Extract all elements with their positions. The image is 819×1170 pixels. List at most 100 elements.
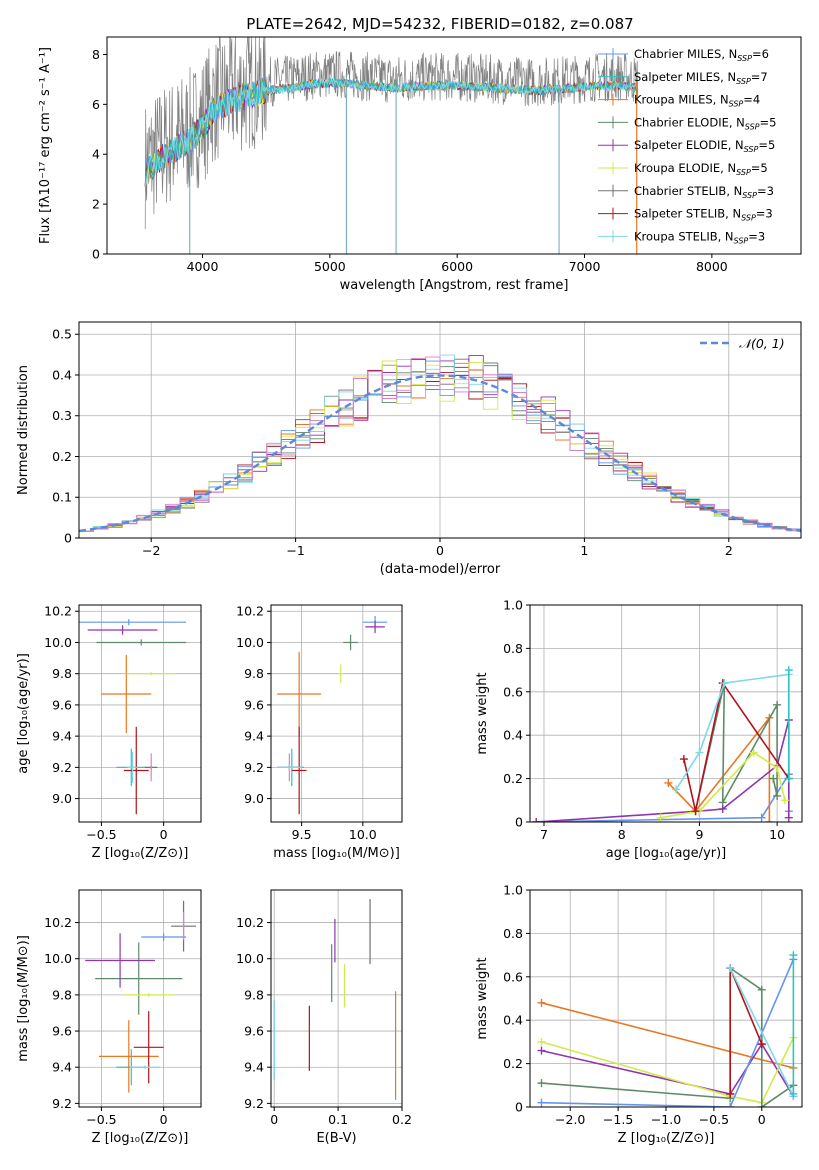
weight-point xyxy=(718,804,727,813)
x-tick-label: 7 xyxy=(540,827,548,842)
y-tick-label: 0.3 xyxy=(52,408,72,423)
y-tick-label: 10.0 xyxy=(44,951,72,966)
y-axis-label: mass [log₁₀(M/M⊙)] xyxy=(16,935,31,1062)
y-tick-label: 8 xyxy=(92,47,100,62)
y-tick-label: 9.4 xyxy=(52,729,72,744)
y-tick-label: 9.8 xyxy=(52,987,72,1002)
y-tick-label: 0.1 xyxy=(52,490,72,505)
weight-series xyxy=(541,1037,795,1104)
y-tick-label: 9.8 xyxy=(244,987,264,1002)
y-tick-label: 10.0 xyxy=(236,635,264,650)
age-vs-mass-plot-area xyxy=(277,615,388,815)
weight-series xyxy=(675,673,789,790)
x-tick-label: −1.5 xyxy=(603,1112,633,1127)
model-spectrum xyxy=(144,77,638,187)
x-tick-label: 5000 xyxy=(314,259,346,274)
y-tick-label: 10.0 xyxy=(236,951,264,966)
y-axis-label: Flux [fλ10⁻¹⁷ erg cm⁻² s⁻¹ A⁻¹] xyxy=(38,47,53,244)
age-vs-Z-plot-area xyxy=(79,619,187,815)
x-tick-label: 9 xyxy=(695,827,703,842)
weight-point xyxy=(773,700,782,709)
weight-point xyxy=(773,791,782,800)
weight-point xyxy=(695,748,704,757)
y-tick-label: 1.0 xyxy=(503,883,523,898)
y-tick-label: 0.4 xyxy=(503,728,523,743)
legend-entry: Salpeter MILES, NSSP=7 xyxy=(634,70,768,86)
x-axis-label: Z [log₁₀(Z/Z⊙)] xyxy=(92,846,189,861)
y-tick-label: 9.8 xyxy=(244,666,264,681)
data-point xyxy=(95,942,183,1015)
y-tick-label: 9.6 xyxy=(52,697,72,712)
y-tick-label: 4 xyxy=(92,147,100,162)
y-tick-label: 0.6 xyxy=(503,969,523,984)
weight-series xyxy=(541,1042,795,1097)
x-tick-label: 8000 xyxy=(696,259,728,274)
weight-point xyxy=(537,1037,546,1046)
y-tick-label: 0.4 xyxy=(52,367,72,382)
weight-series xyxy=(541,966,794,1107)
x-tick-label: −2 xyxy=(142,543,160,558)
data-point xyxy=(87,625,158,635)
data-point xyxy=(130,1065,160,1070)
y-tick-label: 0.6 xyxy=(503,684,523,699)
data-point xyxy=(171,900,197,952)
weight-point xyxy=(749,748,758,757)
data-point xyxy=(133,1011,164,1084)
axes-frame xyxy=(270,889,403,1108)
weight-point xyxy=(691,807,700,816)
residual-histogram-series xyxy=(79,356,801,532)
legend-entry: Salpeter STELIB, NSSP=3 xyxy=(634,207,773,223)
x-tick-label: −1 xyxy=(286,543,304,558)
y-axis-label: mass weight xyxy=(475,957,490,1039)
x-tick-label: 10.0 xyxy=(349,827,377,842)
y-tick-label: 10.2 xyxy=(44,915,72,930)
weight-point xyxy=(537,1098,546,1107)
data-point xyxy=(277,651,322,737)
y-axis-label: mass weight xyxy=(475,672,490,754)
observed-spectrum xyxy=(144,37,639,230)
y-tick-label: 10.2 xyxy=(44,604,72,619)
y-tick-label: 0.2 xyxy=(503,1056,523,1071)
weight-point xyxy=(784,774,793,783)
x-axis-label: Z [log₁₀(Z/Z⊙)] xyxy=(92,1131,189,1146)
mass-vs-EBV-plot-area xyxy=(273,899,397,1100)
weight-point xyxy=(672,785,681,794)
weight-point xyxy=(720,679,729,688)
y-tick-label: 9.2 xyxy=(244,1096,264,1111)
data-point xyxy=(343,634,358,651)
weight-series xyxy=(729,967,795,1097)
x-tick-label: 1 xyxy=(580,543,588,558)
y-tick-label: 9.2 xyxy=(52,760,72,775)
chart-title: PLATE=2642, MJD=54232, FIBERID=0182, z=0… xyxy=(246,15,633,33)
mass-weight-vs-Z-panel: −2.0 −1.5 −1.0 −0.5 0 0 0.2 0.4 0.6 0.8 1.0 Z [log₁… xyxy=(475,883,803,1146)
axes-frame xyxy=(529,604,803,823)
x-axis-label: mass [log₁₀(M/M⊙)] xyxy=(273,846,400,861)
weight-point xyxy=(757,813,766,822)
y-tick-label: 10.2 xyxy=(236,604,264,619)
weight-series xyxy=(541,959,795,1107)
x-tick-label: 9.5 xyxy=(292,827,312,842)
x-axis-label: E(B-V) xyxy=(316,1131,356,1146)
y-tick-label: 9.6 xyxy=(244,1024,264,1039)
legend-entry: 𝒩(0, 1) xyxy=(739,336,785,351)
x-tick-label: 2 xyxy=(725,543,733,558)
mass-vs-Z-panel: −0.5 0 9.2 9.4 9.6 9.8 10.0 10.2 Z [log₁₀(Z/Z⊙)]… xyxy=(16,889,202,1146)
weight-point xyxy=(769,774,778,783)
legend: Chabrier MILES, NSSP=6 Salpeter MILES, NS… xyxy=(598,47,776,245)
y-tick-label: 9.4 xyxy=(52,1060,72,1075)
y-axis-label: age [log₁₀(age/yr)] xyxy=(16,653,31,774)
legend-entry: Kroupa MILES, NSSP=4 xyxy=(634,93,760,109)
y-tick-label: 10.0 xyxy=(44,635,72,650)
x-tick-label: −0.5 xyxy=(86,1112,116,1127)
weight-point xyxy=(789,951,798,960)
x-tick-label: −1.0 xyxy=(651,1112,681,1127)
weight-point xyxy=(537,1079,546,1088)
y-tick-label: 9.6 xyxy=(52,1024,72,1039)
mass-weight-vs-age-plot-area xyxy=(532,666,793,822)
legend: 𝒩(0, 1) xyxy=(700,336,785,351)
y-tick-label: 9.2 xyxy=(244,760,264,775)
data-point xyxy=(79,619,187,626)
mass-weight-vs-age-panel: 7 8 9 10 0 0.2 0.4 0.6 0.8 1.0 age [log₁₀(age/yr)]… xyxy=(475,598,803,861)
legend-entry: Chabrier MILES, NSSP=6 xyxy=(634,47,769,63)
